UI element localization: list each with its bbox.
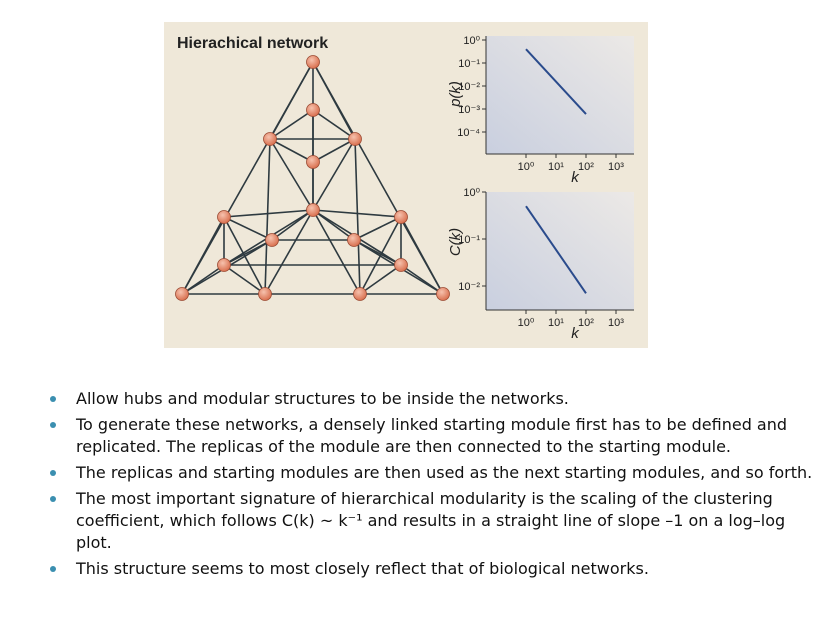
network-edge [359,216,402,295]
network-node [348,132,362,146]
network-node [436,287,450,301]
x-tick-label: 10⁰ [518,317,535,329]
degree-distribution-plot: 10⁰ 10⁻¹ 10⁻² 10⁻³ 10⁻⁴ 10⁰ 10¹ 10² 10³ p(k) k [447,35,634,186]
network-node [258,287,272,301]
figure-svg: Hierachical network 10⁰ 10⁻¹ 10⁻² 10⁻³ 10⁻⁴ … [175,35,634,342]
network-edge [400,216,444,295]
x-tick-label: 10² [578,317,594,329]
bullet-dot [50,470,56,476]
network-edge [223,216,273,241]
x-tick-label: 10³ [608,161,624,173]
x-tick-label: 10¹ [548,161,564,173]
network-edge [312,209,402,218]
network-edge [354,138,361,295]
y-tick-label: 10⁻³ [458,104,480,116]
network-edge [353,216,402,241]
network-node [394,210,408,224]
hierarchical-network-figure: Hierachical network 10⁰ 10⁻¹ 10⁻² 10⁻³ 10⁻⁴ … [164,22,648,348]
network-edge [312,109,356,140]
network-edges [181,61,444,295]
network-edge [359,264,402,295]
network-edge [312,138,356,163]
plot-top-ylabel: p(k) [447,81,464,108]
network-node [394,258,408,272]
network-node [263,132,277,146]
network-edge [400,264,444,295]
y-tick-label: 10⁻⁴ [457,127,480,139]
network-edge [312,209,361,295]
network-node [347,233,361,247]
network-node [217,258,231,272]
network-edge [223,209,314,218]
clustering-coefficient-plot: 10⁰ 10⁻¹ 10⁻² 10⁰ 10¹ 10² 10³ C(k) k [447,187,634,342]
network-node [306,55,320,69]
bullet-dot [50,566,56,572]
network-edge [223,264,266,295]
network-nodes [175,55,450,301]
network-node [175,287,189,301]
x-tick-label: 10² [578,161,594,173]
ck-series-line [525,205,587,294]
y-tick-label: 10⁻² [458,81,480,93]
plot-bottom-ylabel: C(k) [447,228,464,256]
network-edge [264,138,271,295]
network-edge [269,109,314,140]
network-edge [181,264,225,295]
plot-bottom-area [486,192,634,310]
bullet-dot [50,422,56,428]
pk-series-line [525,48,587,115]
network-edge [269,138,314,211]
bullet-dot [50,496,56,502]
plot-bottom-xlabel: k [571,325,580,342]
network-edge [223,216,266,295]
y-tick-label: 10⁰ [463,187,480,199]
x-tick-label: 10⁰ [518,161,535,173]
network-edge [181,216,225,295]
bullet-list: Allow hubs and modular structures to be … [50,388,820,584]
bullet-item: To generate these networks, a densely li… [50,414,820,458]
network-node [306,203,320,217]
bullet-item: This structure seems to most closely ref… [50,558,820,580]
network-node [306,103,320,117]
y-tick-label: 10⁰ [463,35,480,47]
network-node [217,210,231,224]
x-tick-label: 10¹ [548,317,564,329]
y-tick-label: 10⁻¹ [458,234,480,246]
y-tick-label: 10⁻¹ [458,58,480,70]
network-node [306,155,320,169]
bullet-item: The most important signature of hierarch… [50,488,820,554]
figure-title: Hierachical network [177,35,328,52]
plot-top-area [486,36,634,154]
network-node [265,233,279,247]
plot-top-xlabel: k [571,169,580,186]
network-edge [269,138,314,163]
y-tick-label: 10⁻² [458,281,480,293]
network-edge [264,209,314,295]
network-edge [312,138,356,211]
bullet-dot [50,396,56,402]
bullet-item: Allow hubs and modular structures to be … [50,388,820,410]
x-tick-label: 10³ [608,317,624,329]
network-node [353,287,367,301]
bullet-item: The replicas and starting modules are th… [50,462,820,484]
